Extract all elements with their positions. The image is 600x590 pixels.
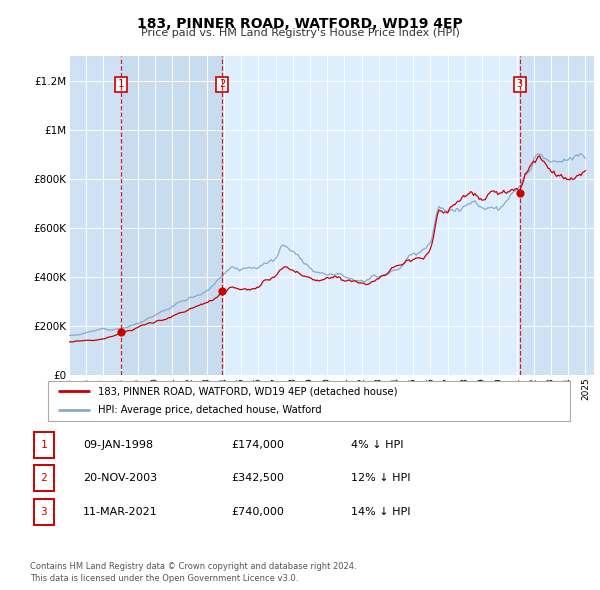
Text: £174,000: £174,000 bbox=[231, 440, 284, 450]
Text: 4% ↓ HPI: 4% ↓ HPI bbox=[351, 440, 404, 450]
FancyBboxPatch shape bbox=[34, 431, 54, 458]
Text: 3: 3 bbox=[40, 507, 47, 517]
Text: 14% ↓ HPI: 14% ↓ HPI bbox=[351, 507, 410, 517]
FancyBboxPatch shape bbox=[34, 465, 54, 491]
FancyBboxPatch shape bbox=[34, 499, 54, 525]
Text: 09-JAN-1998: 09-JAN-1998 bbox=[83, 440, 153, 450]
Bar bbox=[121, 56, 222, 375]
Text: 11-MAR-2021: 11-MAR-2021 bbox=[83, 507, 158, 517]
Text: 2: 2 bbox=[219, 79, 226, 89]
Text: 183, PINNER ROAD, WATFORD, WD19 4EP: 183, PINNER ROAD, WATFORD, WD19 4EP bbox=[137, 17, 463, 31]
Text: 1: 1 bbox=[40, 440, 47, 450]
Text: Price paid vs. HM Land Registry's House Price Index (HPI): Price paid vs. HM Land Registry's House … bbox=[140, 28, 460, 38]
Text: Contains HM Land Registry data © Crown copyright and database right 2024.
This d: Contains HM Land Registry data © Crown c… bbox=[30, 562, 356, 583]
Text: 20-NOV-2003: 20-NOV-2003 bbox=[83, 473, 157, 483]
Text: £342,500: £342,500 bbox=[231, 473, 284, 483]
Point bbox=[515, 189, 524, 198]
Bar bbox=[520, 56, 594, 375]
Text: 183, PINNER ROAD, WATFORD, WD19 4EP (detached house): 183, PINNER ROAD, WATFORD, WD19 4EP (det… bbox=[98, 386, 397, 396]
Text: 2: 2 bbox=[40, 473, 47, 483]
Point bbox=[116, 327, 126, 337]
FancyBboxPatch shape bbox=[48, 381, 570, 421]
Text: 12% ↓ HPI: 12% ↓ HPI bbox=[351, 473, 410, 483]
Text: 3: 3 bbox=[517, 79, 523, 89]
Bar bbox=[69, 56, 121, 375]
Text: 1: 1 bbox=[118, 79, 124, 89]
Point bbox=[217, 286, 227, 296]
Text: £740,000: £740,000 bbox=[231, 507, 284, 517]
Text: HPI: Average price, detached house, Watford: HPI: Average price, detached house, Watf… bbox=[98, 405, 321, 415]
